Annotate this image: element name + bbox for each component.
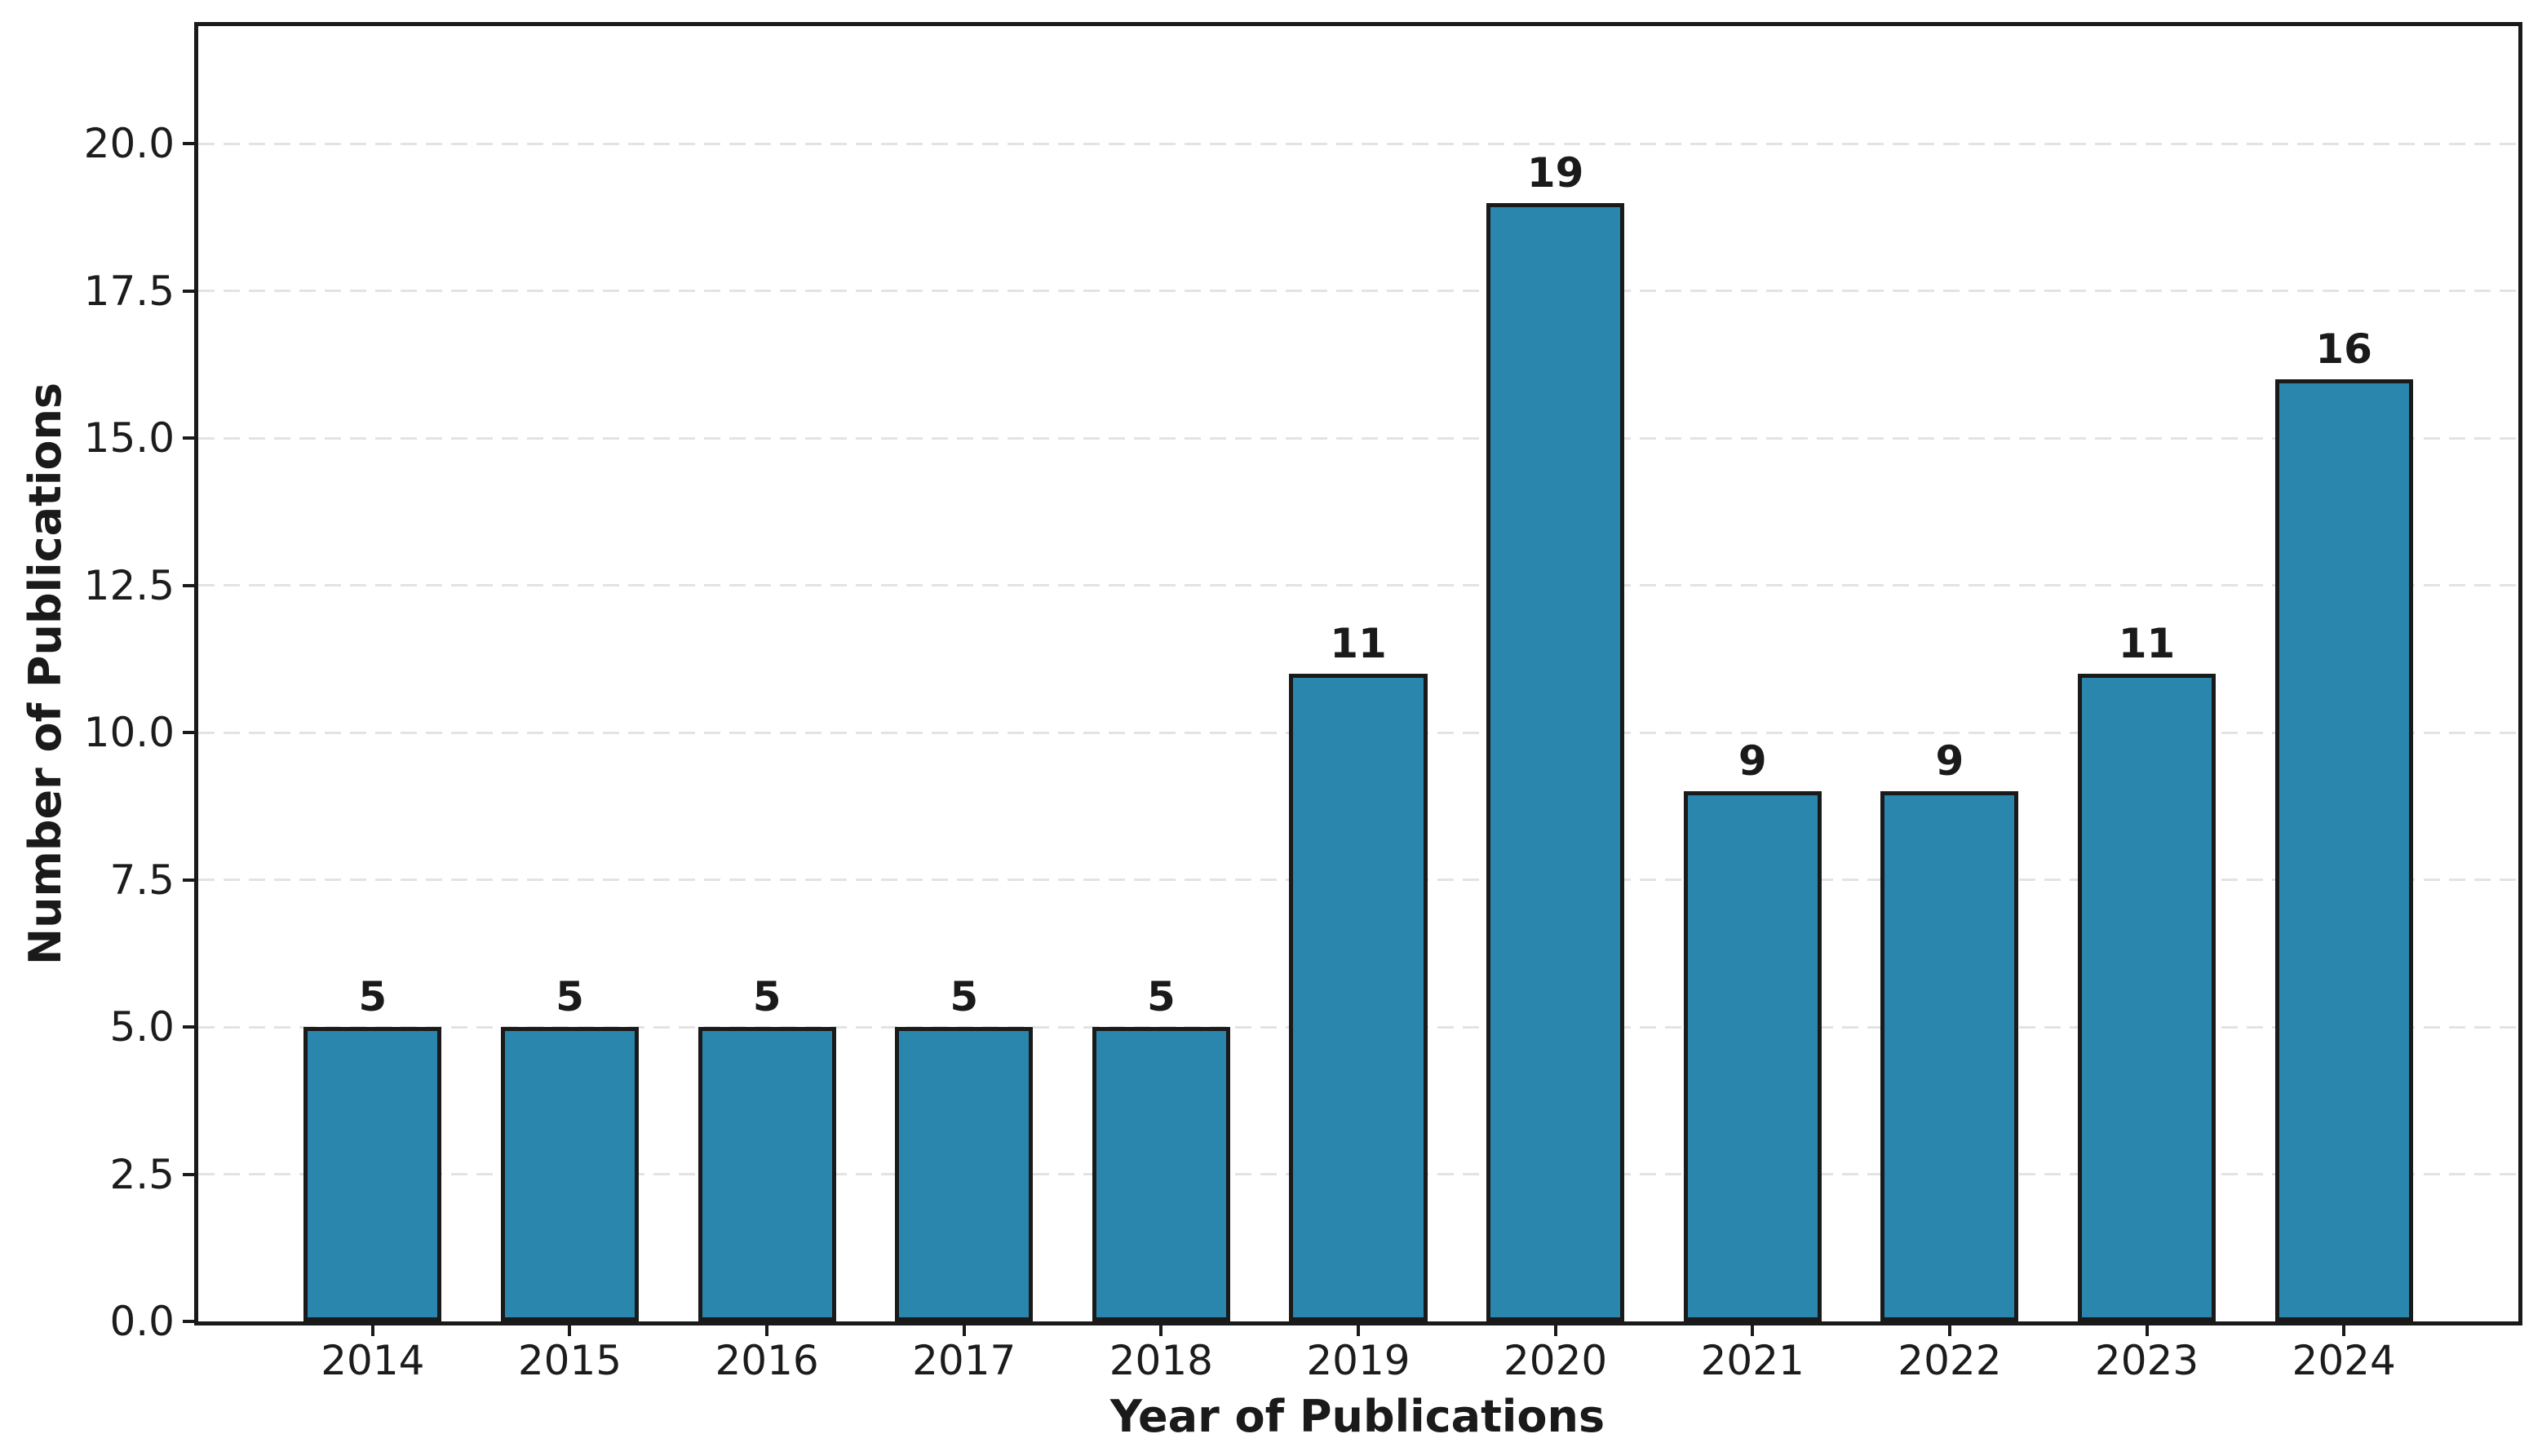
x-tick-mark <box>1751 1325 1755 1336</box>
x-tick-mark <box>1357 1325 1360 1336</box>
x-tick-mark <box>1553 1325 1557 1336</box>
bar-value-label: 16 <box>2315 325 2372 374</box>
bar-2022 <box>1880 791 2019 1321</box>
bar-2018 <box>1092 1027 1230 1321</box>
bar-value-label: 5 <box>358 973 388 1021</box>
y-tick-label: 2.5 <box>109 1150 175 1198</box>
bar-value-label: 9 <box>1935 737 1964 786</box>
y-tick-mark <box>183 878 194 882</box>
bar-value-label: 5 <box>1146 973 1176 1021</box>
x-tick-label: 2018 <box>1109 1337 1213 1384</box>
y-tick-mark <box>183 583 194 587</box>
x-tick-mark <box>2145 1325 2149 1336</box>
y-tick-label: 15.0 <box>83 414 175 462</box>
bar-value-label: 9 <box>1738 737 1767 786</box>
y-tick-label: 17.5 <box>83 267 175 315</box>
x-tick-label: 2019 <box>1306 1337 1410 1384</box>
bar-value-label: 11 <box>2118 620 2176 667</box>
bar-value-label: 11 <box>1330 620 1387 667</box>
bar-2020 <box>1486 202 1625 1321</box>
bar-2014 <box>303 1027 442 1321</box>
y-tick-label: 12.5 <box>83 561 175 609</box>
x-tick-label: 2016 <box>715 1337 819 1384</box>
y-tick-label: 0.0 <box>109 1298 175 1345</box>
x-tick-label: 2015 <box>517 1337 622 1384</box>
x-tick-mark <box>1159 1325 1163 1336</box>
gridline <box>198 584 2518 587</box>
x-tick-label: 2022 <box>1898 1337 2002 1384</box>
x-tick-mark <box>962 1325 966 1336</box>
y-tick-label: 5.0 <box>109 1003 175 1051</box>
x-tick-mark <box>1947 1325 1951 1336</box>
x-axis-title: Year of Publications <box>1109 1391 1605 1442</box>
bar-value-label: 5 <box>556 973 584 1021</box>
bar-2024 <box>2274 379 2413 1321</box>
x-tick-mark <box>370 1325 374 1336</box>
x-tick-label: 2020 <box>1504 1337 1608 1384</box>
y-tick-mark <box>183 436 194 440</box>
y-tick-label: 10.0 <box>83 709 175 757</box>
bar-2017 <box>895 1027 1034 1321</box>
y-tick-mark <box>183 1025 194 1029</box>
x-tick-mark <box>765 1325 769 1336</box>
bar-2023 <box>2077 674 2216 1321</box>
x-tick-label: 2014 <box>321 1337 425 1384</box>
y-tick-mark <box>183 142 194 146</box>
x-tick-label: 2023 <box>2094 1337 2199 1384</box>
gridline <box>198 436 2518 440</box>
bar-value-label: 5 <box>950 973 979 1021</box>
bar-2019 <box>1289 674 1428 1321</box>
bar-value-label: 19 <box>1526 148 1584 197</box>
x-tick-mark <box>568 1325 572 1336</box>
y-tick-mark <box>183 731 194 735</box>
bar-2016 <box>698 1027 836 1321</box>
x-tick-label: 2024 <box>2292 1337 2396 1384</box>
gridline <box>198 142 2518 145</box>
plot-area: 5 5 5 5 5 11 19 9 9 11 16 <box>194 22 2522 1325</box>
bar-value-label: 5 <box>752 973 782 1021</box>
x-tick-mark <box>2342 1325 2346 1336</box>
x-tick-label: 2017 <box>912 1337 1016 1384</box>
gridline <box>198 290 2518 293</box>
y-tick-mark <box>183 1320 194 1323</box>
x-tick-label: 2021 <box>1700 1337 1805 1384</box>
y-tick-mark <box>183 1172 194 1176</box>
y-tick-label: 20.0 <box>83 120 175 168</box>
y-tick-label: 7.5 <box>109 856 175 904</box>
y-tick-mark <box>183 289 194 293</box>
bar-2015 <box>500 1027 640 1321</box>
bar-2021 <box>1683 791 1822 1321</box>
